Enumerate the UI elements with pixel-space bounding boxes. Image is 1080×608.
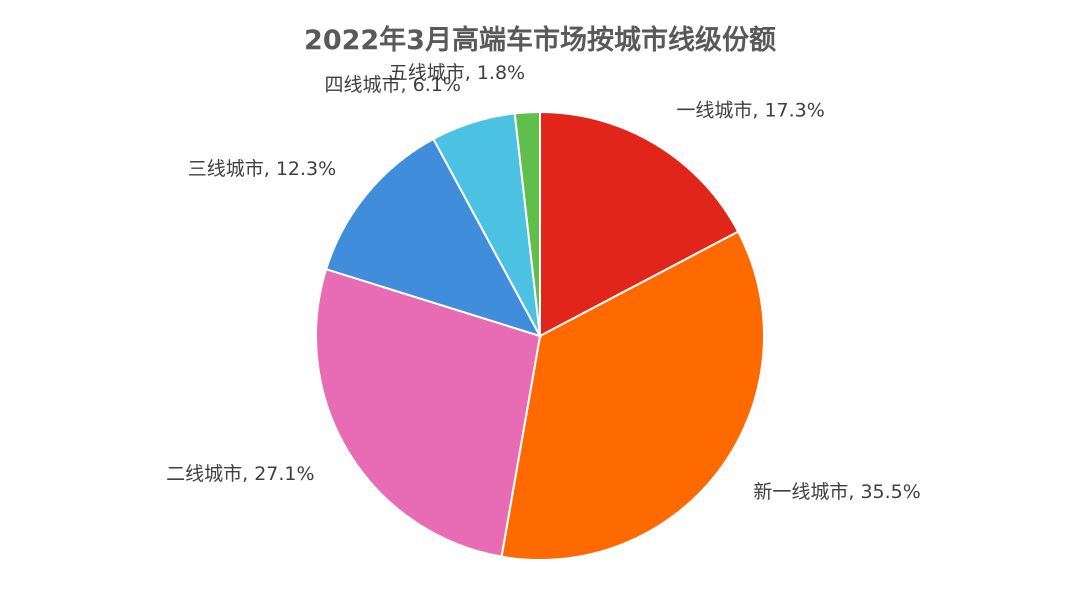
pie-label-4: 四线城市, 6.1% bbox=[325, 74, 461, 96]
pie-slice-5 bbox=[513, 110, 541, 337]
pie-slice-2 bbox=[315, 267, 542, 558]
chart-title: 2022年3月高端车市场按城市线级份额 bbox=[304, 25, 776, 56]
pie-label-0: 一线城市, 17.3% bbox=[676, 100, 824, 122]
pie-slices bbox=[315, 110, 765, 561]
pie-slice-0 bbox=[539, 110, 740, 338]
pie-label-5: 五线城市, 1.8% bbox=[389, 62, 525, 84]
pie-label-1: 新一线城市, 35.5% bbox=[753, 481, 920, 503]
pie-label-3: 三线城市, 12.3% bbox=[188, 158, 336, 180]
pie-slice-1 bbox=[500, 230, 765, 561]
pie-label-2: 二线城市, 27.1% bbox=[166, 463, 314, 485]
pie-labels: 一线城市, 17.3% 新一线城市, 35.5% 二线城市, 27.1% 三线城市, … bbox=[166, 62, 921, 503]
pie-slice-3 bbox=[324, 137, 543, 338]
